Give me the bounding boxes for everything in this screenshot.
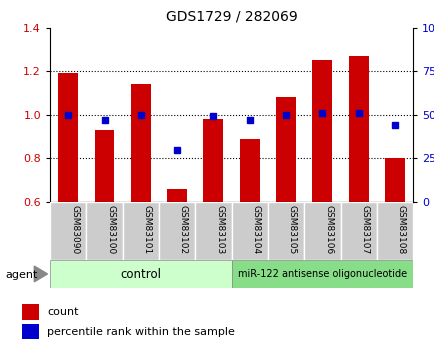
Bar — [312, 60, 332, 333]
Text: count: count — [47, 307, 79, 317]
Text: percentile rank within the sample: percentile rank within the sample — [47, 327, 234, 337]
Bar — [131, 84, 151, 333]
Bar — [231, 260, 412, 288]
Text: GSM83105: GSM83105 — [287, 205, 296, 254]
Bar — [22, 324, 39, 339]
Text: GSM83104: GSM83104 — [251, 205, 260, 254]
Bar — [22, 304, 39, 320]
Text: miR-122 antisense oligonucleotide: miR-122 antisense oligonucleotide — [237, 269, 406, 279]
Polygon shape — [34, 266, 47, 282]
Text: GSM83108: GSM83108 — [396, 205, 405, 254]
Text: GSM83106: GSM83106 — [323, 205, 332, 254]
Text: control: control — [120, 268, 161, 281]
Bar — [340, 202, 376, 260]
Title: GDS1729 / 282069: GDS1729 / 282069 — [165, 10, 297, 24]
Bar — [276, 97, 296, 333]
Bar — [203, 119, 223, 333]
Bar — [122, 202, 159, 260]
Text: GSM83100: GSM83100 — [106, 205, 115, 254]
Bar — [376, 202, 412, 260]
Text: agent: agent — [5, 270, 37, 280]
Text: GSM83090: GSM83090 — [70, 205, 79, 254]
Bar — [159, 202, 195, 260]
Bar — [94, 130, 114, 333]
Bar — [231, 202, 267, 260]
Bar — [50, 260, 231, 288]
Bar — [195, 202, 231, 260]
Bar — [267, 202, 304, 260]
Text: GSM83101: GSM83101 — [142, 205, 151, 254]
Text: GSM83102: GSM83102 — [178, 205, 187, 254]
Bar — [304, 202, 340, 260]
Bar — [58, 73, 78, 333]
Bar — [86, 202, 122, 260]
Bar — [384, 158, 404, 333]
Bar — [167, 189, 187, 333]
Bar — [239, 139, 259, 333]
Bar — [348, 56, 368, 333]
Text: GSM83103: GSM83103 — [215, 205, 224, 254]
Text: GSM83107: GSM83107 — [360, 205, 369, 254]
Bar — [50, 202, 86, 260]
